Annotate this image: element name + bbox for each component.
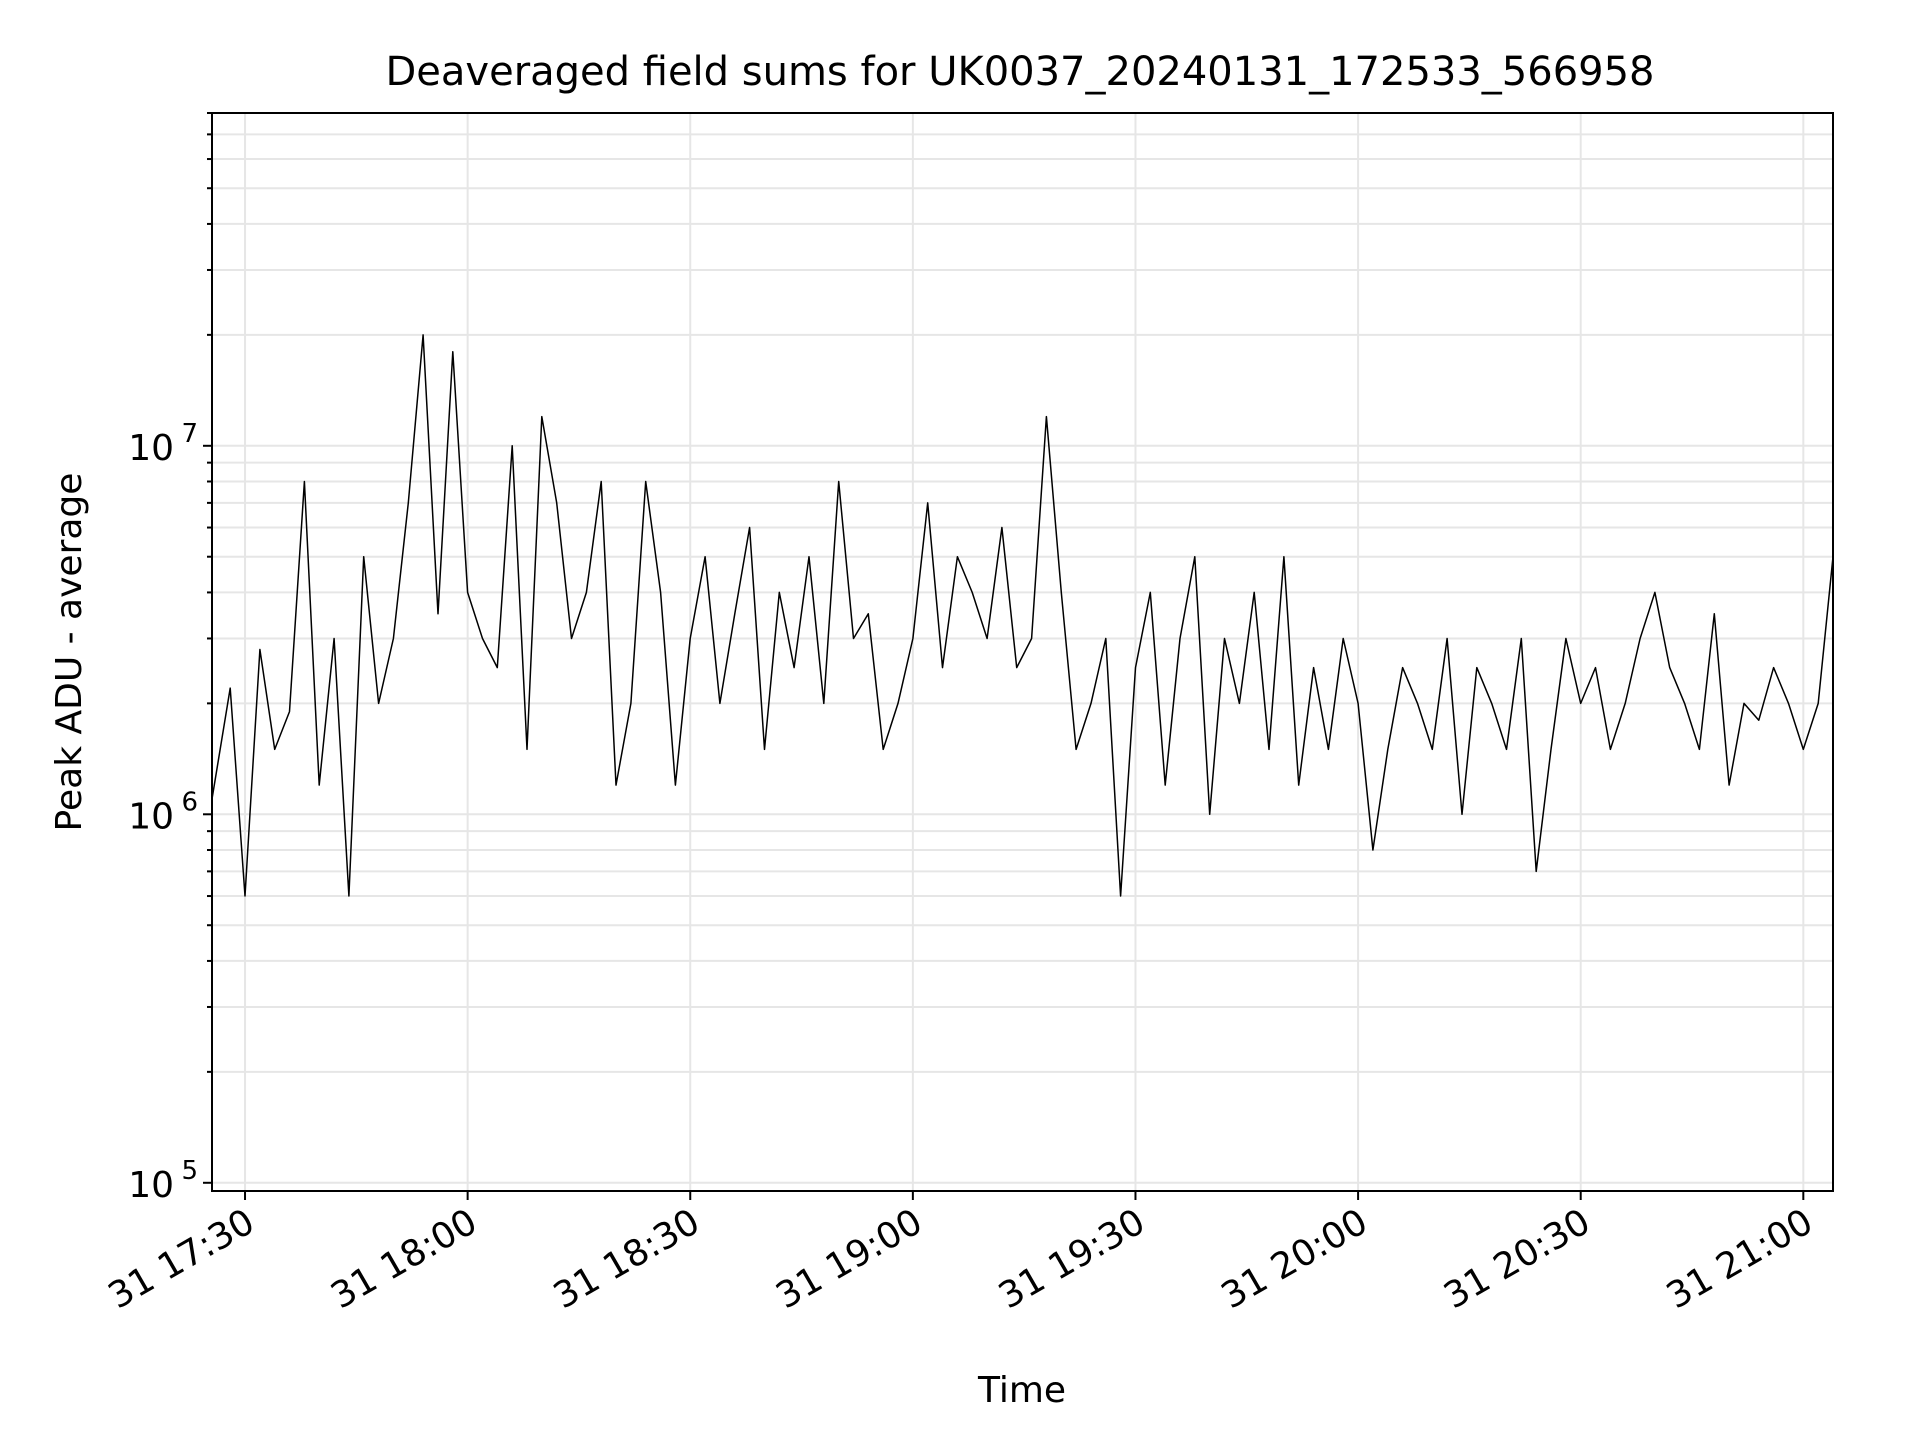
x-tick-label: 31 18:00	[324, 1201, 484, 1317]
x-tick-label: 31 20:00	[1215, 1201, 1375, 1317]
x-tick-label: 31 21:00	[1660, 1201, 1820, 1317]
x-tick-label: 31 20:30	[1437, 1201, 1597, 1317]
series-layer	[211, 334, 1834, 897]
series-line-0	[211, 334, 1834, 897]
x-axis-label: Time	[977, 1370, 1066, 1411]
x-axis: 31 17:30 31 18:00 31 18:30 31 19:00 31 19:30…	[102, 1191, 1820, 1317]
x-tick-label: 31 17:30	[102, 1201, 262, 1317]
y-tick-label: 10	[128, 1165, 174, 1206]
grid	[212, 112, 1833, 1191]
y-tick-exponent: 7	[181, 419, 198, 449]
y-tick-label: 10	[128, 428, 174, 469]
y-axis-label: Peak ADU - average	[49, 473, 90, 832]
y-tick-exponent: 6	[181, 787, 198, 817]
y-tick-label: 10	[128, 796, 174, 837]
x-tick-label: 31 18:30	[547, 1201, 707, 1317]
y-tick-exponent: 5	[181, 1156, 198, 1186]
x-tick-label: 31 19:30	[992, 1201, 1152, 1317]
plot-frame	[211, 112, 1834, 1192]
chart-title: Deaveraged field sums for UK0037_2024013…	[385, 49, 1654, 95]
x-tick-label: 31 19:00	[769, 1201, 929, 1317]
